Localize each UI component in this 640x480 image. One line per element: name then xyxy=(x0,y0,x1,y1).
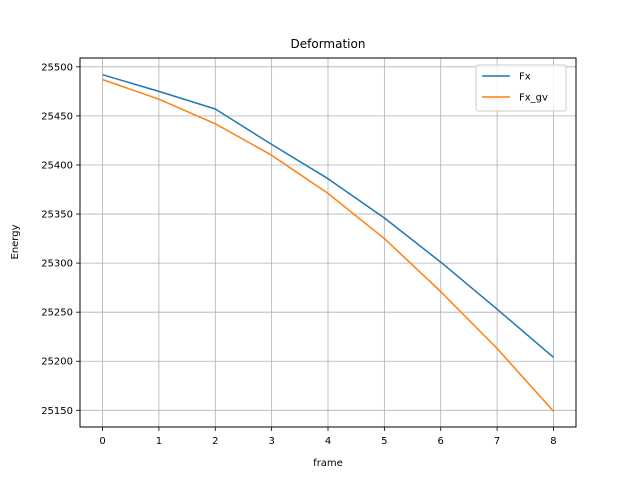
series-line-fx-gv xyxy=(102,78,555,412)
y-axis-label: Energy xyxy=(10,224,21,259)
x-tick-label: 5 xyxy=(381,436,387,447)
x-axis-label: frame xyxy=(313,458,343,469)
x-tick-label: 0 xyxy=(99,436,105,447)
legend-label: Fx xyxy=(519,72,531,83)
chart-title: Deformation xyxy=(291,37,366,51)
x-tick-label: 6 xyxy=(438,436,444,447)
legend-label: Fx_gv xyxy=(519,93,548,104)
y-axis: 25150 25200 25250 25300 25350 25400 25450 25500 xyxy=(41,62,80,417)
x-tick-label: 4 xyxy=(325,436,331,447)
x-tick-label: 3 xyxy=(268,436,274,447)
x-tick-label: 2 xyxy=(212,436,218,447)
legend: Fx Fx_gv xyxy=(475,64,567,112)
series-layer xyxy=(102,73,555,412)
series-line-fx xyxy=(102,73,554,358)
x-axis: 0 1 2 3 4 5 6 7 8 xyxy=(99,427,557,447)
x-tick-label: 8 xyxy=(550,436,556,447)
x-tick-label: 1 xyxy=(156,436,162,447)
y-tick-label: 25150 xyxy=(41,406,73,417)
y-tick-label: 25350 xyxy=(41,210,73,221)
y-tick-label: 25500 xyxy=(41,62,73,73)
y-tick-label: 25250 xyxy=(41,308,73,319)
x-tick-label: 7 xyxy=(494,436,500,447)
y-tick-label: 25300 xyxy=(41,259,73,270)
grid xyxy=(80,58,576,427)
y-tick-label: 25200 xyxy=(41,357,73,368)
y-tick-label: 25450 xyxy=(41,111,73,122)
y-tick-label: 25400 xyxy=(41,160,73,171)
